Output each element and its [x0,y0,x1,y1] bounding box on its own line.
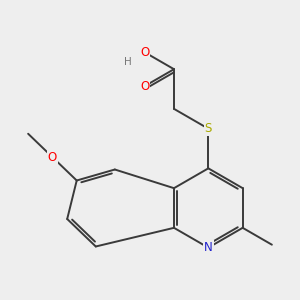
Text: O: O [48,151,57,164]
Text: O: O [140,80,149,93]
Text: H: H [124,57,131,67]
Text: S: S [205,122,212,135]
Text: O: O [140,46,149,59]
Text: N: N [204,241,213,254]
